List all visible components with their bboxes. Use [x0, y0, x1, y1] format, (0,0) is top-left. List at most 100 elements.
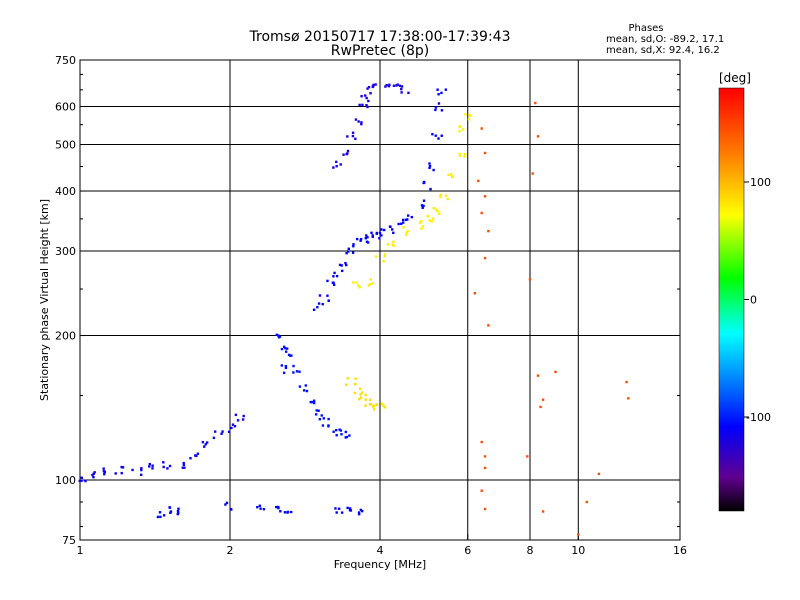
echo-point	[346, 149, 350, 153]
echo-point	[121, 466, 125, 469]
echo-point	[176, 512, 179, 516]
chart-title: Tromsø 20150717 17:38:00-17:39:43	[249, 29, 511, 45]
echo-point	[480, 489, 483, 492]
echo-point	[483, 195, 487, 198]
echo-point	[447, 173, 450, 177]
echo-point	[464, 113, 467, 116]
echo-point	[438, 212, 441, 215]
echo-point	[402, 226, 405, 229]
echo-point	[365, 96, 368, 100]
echo-point	[432, 168, 435, 172]
echo-point	[380, 228, 383, 231]
echo-point	[317, 409, 320, 412]
echo-point	[392, 231, 395, 235]
echo-point	[318, 294, 322, 297]
echo-point	[120, 471, 123, 475]
echo-point	[487, 324, 490, 327]
x-axis-label: Frequency [MHz]	[334, 558, 426, 571]
echo-point	[364, 237, 367, 240]
echo-point	[335, 274, 339, 278]
echo-point	[400, 91, 403, 94]
colorbar-ticks: 100 0 -100	[744, 176, 771, 424]
echo-point	[204, 443, 207, 446]
echo-point	[348, 507, 352, 510]
echo-point	[102, 470, 106, 473]
echo-point	[156, 515, 160, 519]
echo-point	[464, 153, 467, 156]
echo-point	[480, 127, 483, 130]
echo-point	[444, 194, 448, 197]
echo-point	[326, 294, 329, 297]
echo-point	[627, 397, 630, 400]
echo-point	[236, 419, 240, 422]
echo-point	[335, 511, 338, 514]
echo-point	[355, 237, 359, 241]
echo-point	[332, 283, 336, 287]
echo-point	[344, 430, 348, 434]
echo-point	[284, 350, 288, 353]
echo-point	[148, 462, 151, 466]
echo-point	[421, 206, 424, 210]
echo-point	[316, 305, 319, 309]
x-tick-label: 8	[527, 544, 534, 557]
echo-point	[469, 114, 472, 117]
echo-point	[233, 425, 237, 428]
echo-point	[378, 237, 381, 240]
echo-point	[342, 153, 345, 156]
echo-point	[382, 404, 385, 407]
echo-point	[374, 83, 377, 86]
x-tick-label: 2	[227, 544, 234, 557]
echo-point	[440, 134, 443, 137]
echo-point	[392, 244, 395, 247]
echo-point	[352, 244, 355, 248]
echo-point	[80, 476, 83, 480]
echo-point	[339, 163, 342, 166]
echo-point	[351, 131, 355, 134]
echo-point	[383, 406, 387, 409]
echo-point	[354, 377, 357, 380]
echo-point	[357, 120, 360, 123]
echo-point	[577, 533, 580, 536]
echo-point	[258, 504, 262, 507]
echo-point	[284, 366, 288, 370]
echo-point	[359, 393, 362, 396]
echo-point	[380, 234, 383, 237]
echo-point	[139, 473, 143, 477]
echo-point	[480, 211, 483, 215]
echo-point	[335, 434, 338, 437]
phase-stats: Phases mean, sd,O: -89.2, 17.1 mean, sd,…	[606, 23, 724, 56]
echo-point	[298, 385, 302, 388]
echo-point	[528, 278, 532, 281]
echo-point	[231, 423, 235, 426]
data-points	[78, 83, 630, 536]
echo-point	[483, 455, 487, 458]
echo-point	[352, 281, 355, 284]
echo-point	[332, 281, 335, 284]
echo-point	[397, 222, 400, 226]
echo-point	[304, 384, 307, 387]
echo-point	[353, 391, 357, 395]
echo-point	[405, 233, 408, 236]
echo-point	[189, 457, 192, 460]
echo-point	[327, 417, 330, 421]
echo-point	[372, 404, 376, 408]
echo-point	[405, 231, 408, 234]
echo-point	[358, 103, 361, 107]
echo-point	[358, 387, 362, 391]
echo-point	[282, 371, 286, 375]
echo-point	[339, 429, 343, 432]
echo-point	[372, 408, 376, 411]
echo-point	[368, 283, 372, 286]
y-tick-label: 300	[55, 245, 76, 258]
echo-point	[159, 515, 162, 519]
y-axis-label: Stationary phase Virtual Height [km]	[38, 199, 51, 401]
echo-point	[359, 396, 363, 399]
echo-point	[92, 475, 95, 479]
echo-point	[386, 243, 390, 246]
x-tick-label: 1	[77, 544, 84, 557]
x-tick-label: 6	[464, 544, 471, 557]
echo-point	[91, 473, 94, 477]
echo-point	[351, 251, 355, 254]
echo-point	[434, 108, 437, 112]
echo-point	[487, 229, 490, 233]
